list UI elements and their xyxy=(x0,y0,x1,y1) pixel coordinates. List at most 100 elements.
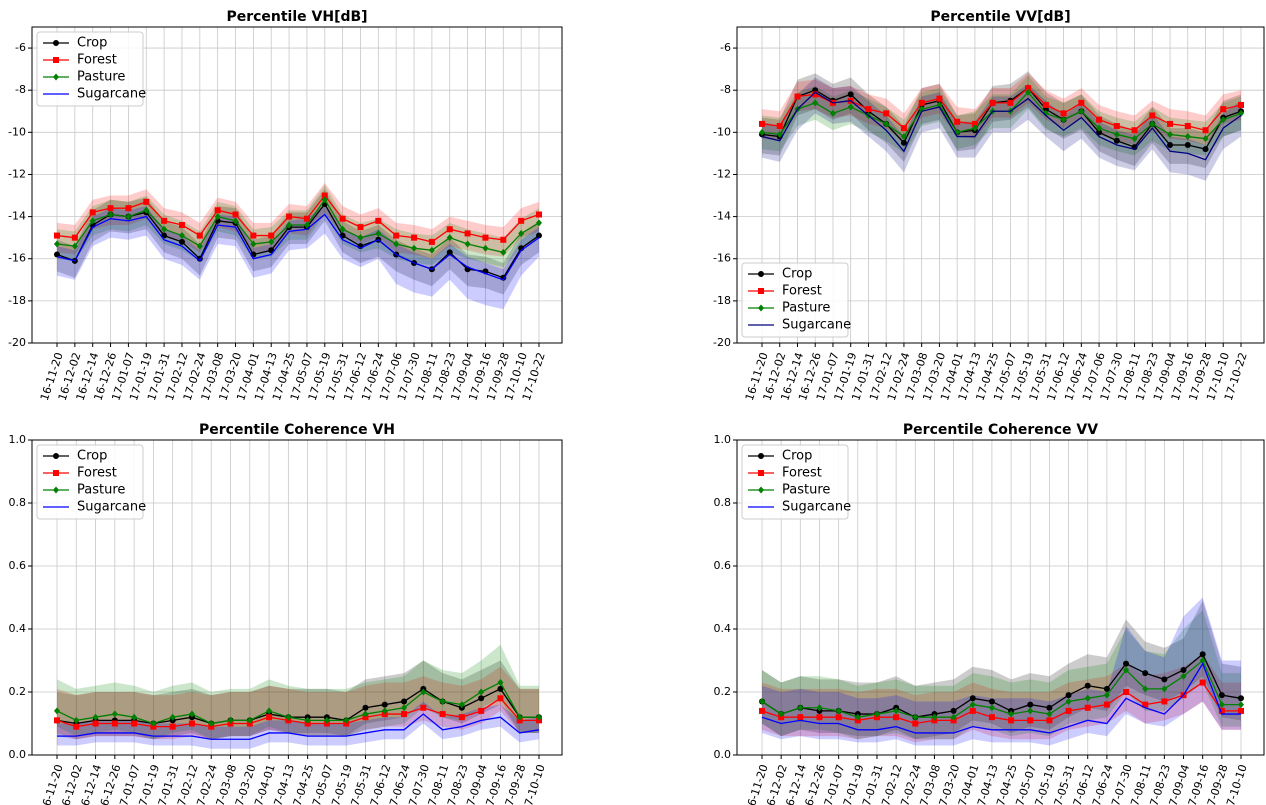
marker xyxy=(53,40,59,46)
chart-title: Percentile VH[dB] xyxy=(226,9,367,25)
marker xyxy=(1131,127,1138,134)
y-tick-label: -8 xyxy=(720,83,731,96)
marker xyxy=(1202,135,1209,143)
marker xyxy=(971,120,978,127)
marker xyxy=(304,716,311,724)
marker xyxy=(188,710,195,718)
marker xyxy=(393,240,400,248)
marker xyxy=(797,714,804,721)
marker xyxy=(208,720,215,727)
percentile-band xyxy=(57,666,539,740)
y-tick-label: -18 xyxy=(8,294,26,307)
marker xyxy=(1046,704,1053,711)
marker xyxy=(169,713,176,721)
marker xyxy=(303,221,310,229)
legend: Crop Forest Pasture Sugarcane xyxy=(741,262,851,338)
marker xyxy=(478,695,485,702)
marker xyxy=(150,720,157,727)
series-line xyxy=(57,713,540,740)
marker xyxy=(54,232,60,239)
marker xyxy=(92,720,99,727)
marker xyxy=(54,240,60,248)
marker xyxy=(357,234,364,242)
marker xyxy=(1184,123,1191,130)
marker xyxy=(268,232,275,239)
marker xyxy=(500,236,507,243)
marker xyxy=(169,723,176,730)
marker xyxy=(286,221,293,229)
marker xyxy=(1046,710,1053,718)
marker xyxy=(893,707,900,715)
chart-title: Percentile Coherence VV xyxy=(903,422,1098,438)
y-tick-label: -12 xyxy=(713,167,731,180)
marker xyxy=(214,213,221,221)
marker xyxy=(918,99,925,106)
marker xyxy=(178,222,185,229)
marker xyxy=(439,711,446,718)
y-tick-label: 0.8 xyxy=(9,496,27,509)
marker xyxy=(89,209,96,216)
y-tick-label: 1.0 xyxy=(714,433,732,446)
marker xyxy=(1084,682,1091,689)
marker xyxy=(107,205,114,212)
marker xyxy=(854,713,861,721)
marker xyxy=(1161,676,1168,683)
legend-label: Pasture xyxy=(782,301,830,316)
legend-box xyxy=(741,444,849,520)
y-tick-label: -10 xyxy=(8,125,26,138)
marker xyxy=(1084,694,1091,702)
y-tick-label: 0.6 xyxy=(714,559,732,572)
marker xyxy=(1096,129,1103,136)
marker xyxy=(988,698,995,705)
marker xyxy=(1131,135,1138,143)
marker xyxy=(816,714,823,721)
marker xyxy=(458,701,465,709)
marker xyxy=(303,215,310,222)
marker xyxy=(266,707,273,715)
marker xyxy=(411,244,418,252)
marker xyxy=(339,215,346,222)
marker xyxy=(1078,107,1085,115)
marker xyxy=(1025,85,1032,92)
series-line xyxy=(761,87,1242,150)
marker xyxy=(518,217,525,224)
percentile-band xyxy=(762,610,1241,740)
marker xyxy=(161,225,168,233)
marker xyxy=(497,695,504,702)
percentile-band xyxy=(57,185,539,268)
marker xyxy=(1113,137,1120,144)
legend: Crop Forest Pasture Sugarcane xyxy=(36,31,146,107)
marker xyxy=(1046,717,1053,724)
marker xyxy=(478,688,485,696)
series-line xyxy=(761,681,1241,725)
plot-frame xyxy=(736,439,1265,756)
y-tick-label: 0.0 xyxy=(9,748,27,761)
chart: Percentile VH[dB]-20-18-16-14-12-10-8-61… xyxy=(8,9,563,402)
marker xyxy=(536,219,542,227)
marker xyxy=(482,244,489,252)
marker xyxy=(1199,657,1206,664)
legend-label: Sugarcane xyxy=(782,318,851,333)
marker xyxy=(1167,141,1174,148)
marker xyxy=(131,713,138,721)
marker xyxy=(1123,689,1130,695)
marker xyxy=(1142,685,1149,693)
y-tick-label: 0.8 xyxy=(714,496,732,509)
percentile-band xyxy=(762,77,1241,181)
marker xyxy=(758,304,764,312)
marker xyxy=(989,99,996,106)
legend-label: Crop xyxy=(77,36,107,51)
chart: Percentile Coherence VH 0.0 0.2 0.4 0.6 0.8 1.… xyxy=(9,422,563,805)
marker xyxy=(988,704,995,712)
marker xyxy=(188,720,195,727)
marker xyxy=(1025,88,1032,96)
marker xyxy=(1060,110,1067,117)
y-tick-label: 0.2 xyxy=(714,685,732,698)
marker xyxy=(131,720,138,727)
marker xyxy=(54,707,60,715)
marker xyxy=(1199,679,1206,686)
marker xyxy=(797,704,804,712)
marker xyxy=(847,91,854,98)
y-tick-label: -20 xyxy=(8,336,26,349)
marker xyxy=(411,234,418,241)
